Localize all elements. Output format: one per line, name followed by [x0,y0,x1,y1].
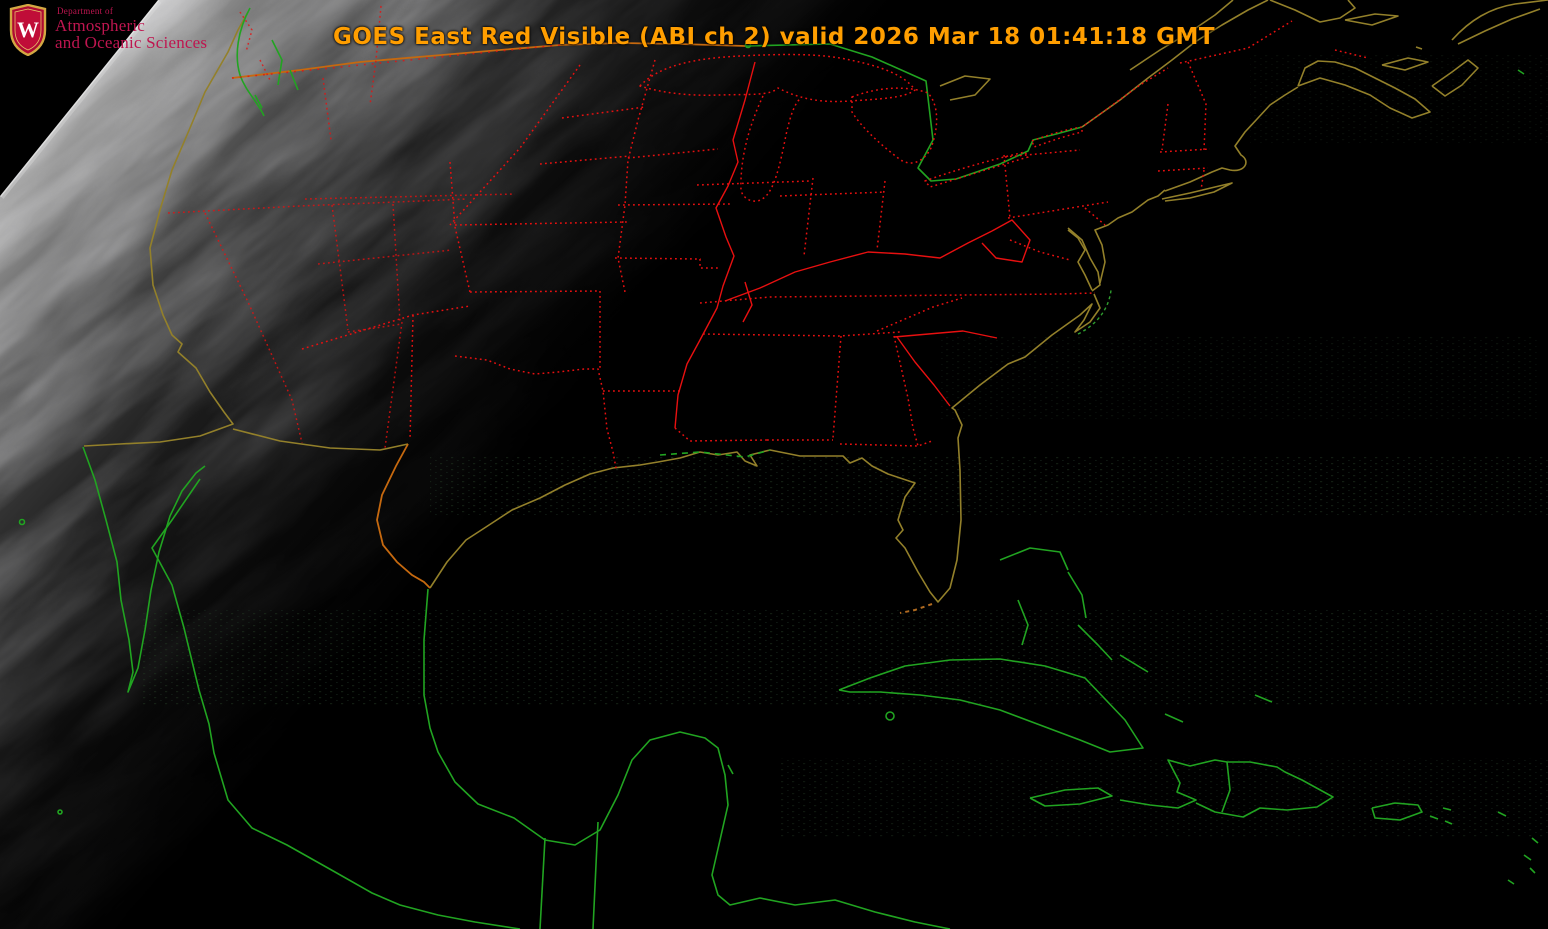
uw-crest-icon: W [9,4,47,56]
us-canada-border-west [231,42,746,79]
outer-banks [1077,289,1112,335]
noise-speckle-bands [140,55,1548,838]
uw-aos-logo: W Department of Atmospheric and Oceanic … [8,4,207,56]
mexico-caribbean-coastline [18,7,1539,929]
state-borders-west [167,5,561,449]
image-title: GOES East Red Visible (ABI ch 2) valid 2… [332,24,1216,50]
florida-keys [899,603,933,614]
state-borders [167,5,1369,469]
space-corner [0,0,158,196]
crest-letter: W [17,17,39,42]
logo-department-line: Department of [57,6,114,16]
ohio-river-border [724,230,993,302]
logo-name-line-2: and Oceanic Sciences [55,33,208,52]
logo-text-block: Department of Atmospheric and Oceanic Sc… [55,4,208,52]
river-borders [674,61,1031,429]
logo-name-line-1: Atmospheric [55,16,146,35]
mississippi-river-border [674,61,756,429]
rio-grande-border [376,443,431,589]
us-coastline [83,0,1548,603]
